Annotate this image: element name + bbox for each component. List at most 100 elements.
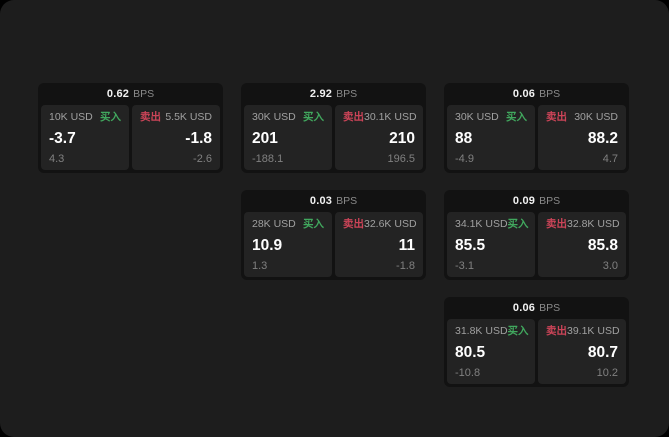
buy-sub-value: -188.1	[252, 153, 284, 165]
sell-side-label: 卖出	[343, 218, 364, 230]
quote-card: 0.03 BPS 28K USD 买入 10.9 1.3 卖出 32.6K US…	[241, 190, 426, 280]
sell-side-label: 卖出	[546, 325, 567, 337]
buy-amount-label: 10K USD	[49, 111, 93, 123]
quote-card: 2.92 BPS 30K USD 买入 201 -188.1 卖出 30.1K …	[241, 83, 426, 173]
sell-panel-top: 卖出 5.5K USD	[140, 111, 212, 123]
sell-price: 85.8	[587, 236, 618, 254]
buy-panel[interactable]: 30K USD 买入 88 -4.9	[447, 105, 535, 170]
buy-price: 10.9	[252, 236, 283, 254]
sell-price: 80.7	[587, 343, 618, 361]
sell-price: -1.8	[185, 129, 212, 147]
sell-panel[interactable]: 卖出 30K USD 88.2 4.7	[538, 105, 626, 170]
buy-amount-label: 30K USD	[455, 111, 499, 123]
buy-price: -3.7	[49, 129, 76, 147]
buy-panel[interactable]: 10K USD 买入 -3.7 4.3	[41, 105, 129, 170]
sell-panel-top: 卖出 30K USD	[546, 111, 618, 123]
sell-side-label: 卖出	[140, 111, 161, 123]
sell-panel[interactable]: 卖出 30.1K USD 210 196.5	[335, 105, 423, 170]
buy-side-label: 买入	[507, 325, 529, 337]
buy-sub-value: -3.1	[455, 260, 474, 272]
sell-sub-value: 4.7	[602, 153, 618, 165]
sell-price: 210	[389, 129, 415, 147]
buy-amount-label: 28K USD	[252, 218, 296, 230]
buy-panel-top: 28K USD 买入	[252, 218, 324, 230]
sell-side-label: 卖出	[343, 111, 364, 123]
card-header: 2.92 BPS	[241, 83, 426, 105]
quote-panels: 10K USD 买入 -3.7 4.3 卖出 5.5K USD -1.8 -2.…	[38, 105, 223, 173]
buy-panel[interactable]: 30K USD 买入 201 -188.1	[244, 105, 332, 170]
sell-side-label: 卖出	[546, 111, 567, 123]
quote-panels: 34.1K USD 买入 85.5 -3.1 卖出 32.8K USD 85.8…	[444, 212, 629, 280]
buy-side-label: 买入	[507, 218, 529, 230]
bps-value: 0.06	[512, 302, 536, 314]
bps-value: 0.62	[106, 88, 130, 100]
buy-panel[interactable]: 34.1K USD 买入 85.5 -3.1	[447, 212, 535, 277]
bps-unit-label: BPS	[539, 88, 561, 100]
buy-panel-top: 34.1K USD 买入	[455, 218, 529, 230]
quote-card: 0.62 BPS 10K USD 买入 -3.7 4.3 卖出 5.5K USD…	[38, 83, 223, 173]
sell-sub-value: -2.6	[193, 153, 212, 165]
bps-unit-label: BPS	[539, 302, 561, 314]
sell-sub-value: 10.2	[596, 367, 618, 379]
bps-value: 2.92	[309, 88, 333, 100]
sell-price: 11	[398, 236, 415, 254]
bps-value: 0.06	[512, 88, 536, 100]
buy-amount-label: 34.1K USD	[455, 218, 508, 230]
buy-side-label: 买入	[100, 111, 121, 123]
sell-panel[interactable]: 卖出 39.1K USD 80.7 10.2	[538, 319, 626, 384]
buy-panel[interactable]: 28K USD 买入 10.9 1.3	[244, 212, 332, 277]
bps-unit-label: BPS	[336, 195, 358, 207]
sell-panel[interactable]: 卖出 32.8K USD 85.8 3.0	[538, 212, 626, 277]
sell-sub-value: -1.8	[396, 260, 415, 272]
sell-panel-top: 卖出 39.1K USD	[546, 325, 620, 337]
sell-panel[interactable]: 卖出 32.6K USD 11 -1.8	[335, 212, 423, 277]
quote-card: 0.06 BPS 30K USD 买入 88 -4.9 卖出 30K USD 8…	[444, 83, 629, 173]
buy-sub-value: 4.3	[49, 153, 65, 165]
sell-amount-label: 5.5K USD	[165, 111, 212, 123]
buy-side-label: 买入	[506, 111, 527, 123]
sell-price: 88.2	[587, 129, 618, 147]
buy-price: 201	[252, 129, 278, 147]
buy-panel-top: 30K USD 买入	[252, 111, 324, 123]
card-header: 0.06 BPS	[444, 83, 629, 105]
sell-amount-label: 32.8K USD	[567, 218, 620, 230]
card-header: 0.03 BPS	[241, 190, 426, 212]
quote-panels: 31.8K USD 买入 80.5 -10.8 卖出 39.1K USD 80.…	[444, 319, 629, 387]
bps-unit-label: BPS	[133, 88, 155, 100]
buy-price: 88	[455, 129, 473, 147]
bps-unit-label: BPS	[539, 195, 561, 207]
sell-panel[interactable]: 卖出 5.5K USD -1.8 -2.6	[132, 105, 220, 170]
quote-card: 0.09 BPS 34.1K USD 买入 85.5 -3.1 卖出 32.8K…	[444, 190, 629, 280]
buy-panel-top: 31.8K USD 买入	[455, 325, 529, 337]
buy-amount-label: 30K USD	[252, 111, 296, 123]
sell-amount-label: 32.6K USD	[364, 218, 417, 230]
buy-amount-label: 31.8K USD	[455, 325, 508, 337]
sell-panel-top: 卖出 30.1K USD	[343, 111, 417, 123]
sell-panel-top: 卖出 32.6K USD	[343, 218, 417, 230]
buy-price: 80.5	[455, 343, 486, 361]
buy-panel-top: 30K USD 买入	[455, 111, 527, 123]
card-header: 0.09 BPS	[444, 190, 629, 212]
sell-amount-label: 30K USD	[574, 111, 618, 123]
buy-panel-top: 10K USD 买入	[49, 111, 121, 123]
quote-card: 0.06 BPS 31.8K USD 买入 80.5 -10.8 卖出 39.1…	[444, 297, 629, 387]
buy-sub-value: -4.9	[455, 153, 474, 165]
bps-unit-label: BPS	[336, 88, 358, 100]
sell-sub-value: 3.0	[602, 260, 618, 272]
card-header: 0.62 BPS	[38, 83, 223, 105]
quote-panels: 30K USD 买入 88 -4.9 卖出 30K USD 88.2 4.7	[444, 105, 629, 173]
sell-amount-label: 39.1K USD	[567, 325, 620, 337]
buy-side-label: 买入	[303, 218, 324, 230]
sell-amount-label: 30.1K USD	[364, 111, 417, 123]
card-header: 0.06 BPS	[444, 297, 629, 319]
buy-price: 85.5	[455, 236, 486, 254]
quote-panels: 28K USD 买入 10.9 1.3 卖出 32.6K USD 11 -1.8	[241, 212, 426, 280]
buy-panel[interactable]: 31.8K USD 买入 80.5 -10.8	[447, 319, 535, 384]
sell-side-label: 卖出	[546, 218, 567, 230]
bps-value: 0.09	[512, 195, 536, 207]
quote-panels: 30K USD 买入 201 -188.1 卖出 30.1K USD 210 1…	[241, 105, 426, 173]
buy-side-label: 买入	[303, 111, 324, 123]
bps-value: 0.03	[309, 195, 333, 207]
